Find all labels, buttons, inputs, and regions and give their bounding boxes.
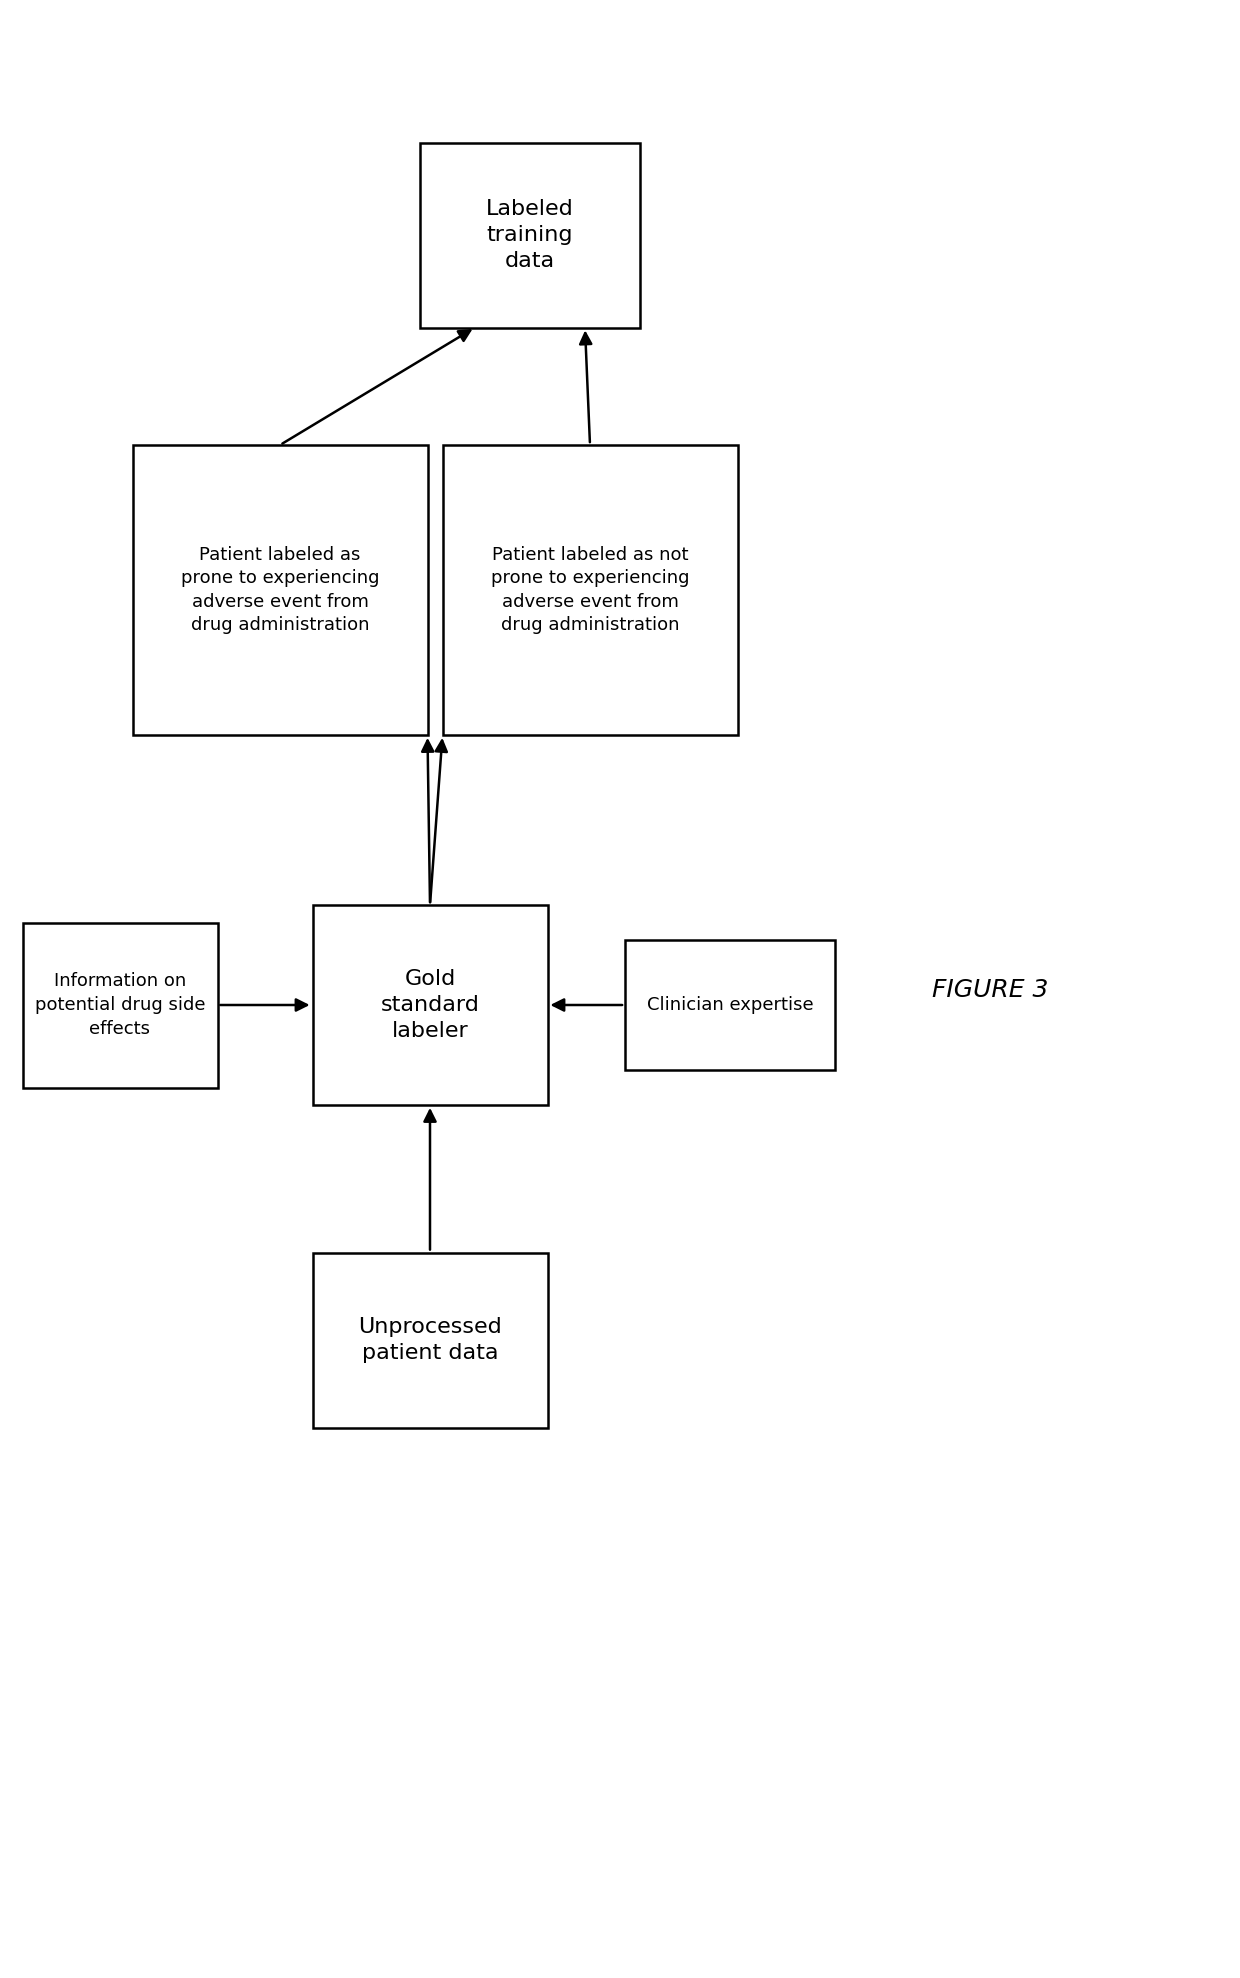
Text: Patient labeled as not
prone to experiencing
adverse event from
drug administrat: Patient labeled as not prone to experien… <box>491 546 689 635</box>
Text: Patient labeled as
prone to experiencing
adverse event from
drug administration: Patient labeled as prone to experiencing… <box>181 546 379 635</box>
FancyBboxPatch shape <box>420 142 640 328</box>
Text: Information on
potential drug side
effects: Information on potential drug side effec… <box>35 973 206 1038</box>
FancyBboxPatch shape <box>22 922 217 1088</box>
FancyBboxPatch shape <box>312 1252 548 1428</box>
FancyBboxPatch shape <box>625 940 835 1070</box>
Text: Gold
standard
labeler: Gold standard labeler <box>381 969 480 1040</box>
FancyBboxPatch shape <box>443 445 738 736</box>
Text: FIGURE 3: FIGURE 3 <box>931 977 1048 1003</box>
FancyBboxPatch shape <box>312 906 548 1106</box>
Text: Unprocessed
patient data: Unprocessed patient data <box>358 1317 502 1363</box>
Text: Clinician expertise: Clinician expertise <box>647 997 813 1015</box>
FancyBboxPatch shape <box>133 445 428 736</box>
Text: Labeled
training
data: Labeled training data <box>486 198 574 271</box>
